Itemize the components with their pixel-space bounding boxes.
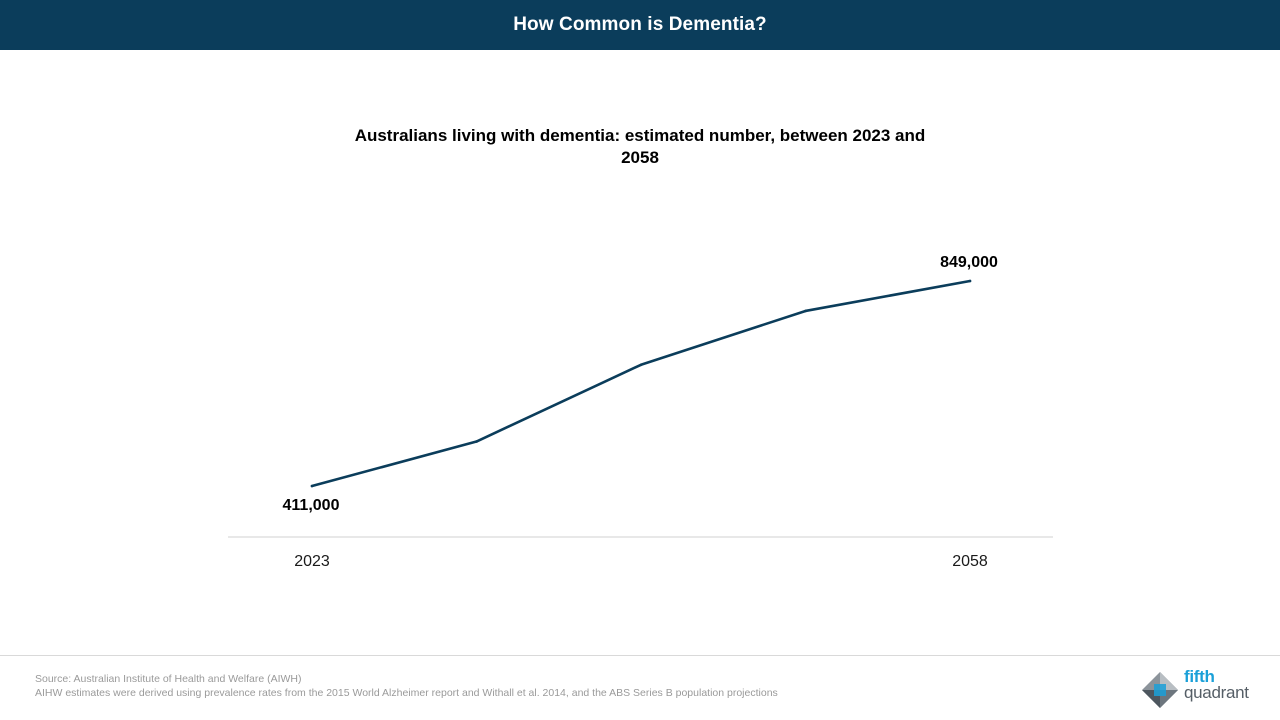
- data-point-0: [310, 484, 314, 488]
- quadrant-diamond-icon: [1142, 672, 1178, 708]
- fifth-quadrant-logo: fifth quadrant: [1140, 668, 1265, 712]
- data-label-0: 411,000: [283, 497, 340, 514]
- source-line-1: Source: Australian Institute of Health a…: [35, 673, 302, 685]
- data-point-3: [804, 309, 807, 313]
- series-line: [310, 279, 972, 488]
- data-label-4: 849,000: [940, 254, 998, 271]
- source-line-2: AIHW estimates were derived using preval…: [35, 687, 778, 699]
- data-point-4: [968, 279, 972, 283]
- data-point-2: [639, 363, 643, 367]
- page-title: How Common is Dementia?: [513, 14, 767, 35]
- source-note: Source: Australian Institute of Health a…: [35, 672, 778, 700]
- logo-word-quadrant: quadrant: [1184, 683, 1249, 702]
- logo-word-fifth: fifth: [1184, 667, 1215, 686]
- footer-divider: [0, 655, 1280, 656]
- page-header: How Common is Dementia?: [0, 0, 1280, 50]
- chart-title: Australians living with dementia: estima…: [354, 126, 926, 167]
- x-tick-label-2058: 2058: [952, 553, 988, 570]
- data-point-1: [475, 440, 478, 443]
- x-tick-label-2023: 2023: [294, 553, 330, 570]
